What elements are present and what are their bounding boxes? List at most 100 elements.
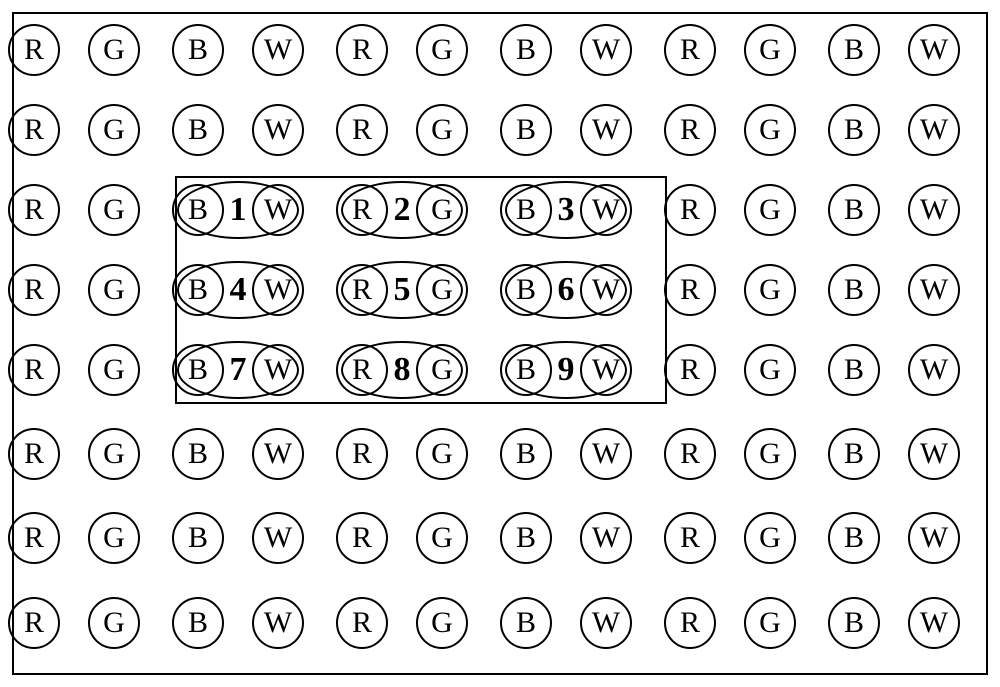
- subpixel-circle: R: [664, 597, 716, 649]
- subpixel-letter: W: [920, 113, 948, 147]
- subpixel-circle: G: [88, 184, 140, 236]
- subpixel-letter: R: [680, 353, 700, 387]
- subpixel-letter: R: [352, 33, 372, 67]
- subpixel-circle: B: [172, 512, 224, 564]
- subpixel-circle: W: [580, 512, 632, 564]
- subpixel-letter: R: [352, 437, 372, 471]
- subpixel-letter: W: [264, 521, 292, 555]
- subpixel-letter: B: [844, 606, 864, 640]
- subpixel-letter: G: [431, 521, 453, 555]
- subpixel-letter: G: [103, 437, 125, 471]
- subpixel-letter: W: [920, 437, 948, 471]
- subpixel-circle: W: [252, 512, 304, 564]
- subpixel-letter: W: [592, 606, 620, 640]
- subpixel-circle: W: [908, 597, 960, 649]
- subpixel-letter: R: [24, 193, 44, 227]
- subpixel-circle: G: [88, 104, 140, 156]
- subpixel-circle: G: [88, 428, 140, 480]
- subpixel-letter: R: [352, 113, 372, 147]
- subpixel-letter: W: [592, 113, 620, 147]
- subpixel-letter: B: [844, 193, 864, 227]
- subpixel-letter: G: [103, 113, 125, 147]
- subpixel-letter: R: [680, 437, 700, 471]
- subpixel-circle: G: [88, 344, 140, 396]
- subpixel-circle: R: [8, 597, 60, 649]
- subpixel-letter: B: [844, 273, 864, 307]
- subpixel-letter: G: [759, 193, 781, 227]
- subpixel-circle: G: [88, 512, 140, 564]
- subpixel-letter: R: [24, 273, 44, 307]
- subpixel-circle: G: [416, 24, 468, 76]
- subpixel-letter: R: [24, 113, 44, 147]
- subpixel-circle: W: [252, 428, 304, 480]
- superpixel-number: 8: [382, 350, 422, 390]
- subpixel-circle: W: [908, 264, 960, 316]
- subpixel-letter: G: [759, 606, 781, 640]
- subpixel-letter: R: [352, 606, 372, 640]
- subpixel-circle: B: [500, 512, 552, 564]
- subpixel-circle: R: [336, 24, 388, 76]
- subpixel-letter: B: [516, 113, 536, 147]
- subpixel-circle: W: [580, 104, 632, 156]
- subpixel-circle: R: [336, 512, 388, 564]
- subpixel-circle: R: [8, 264, 60, 316]
- subpixel-letter: G: [431, 33, 453, 67]
- subpixel-circle: R: [8, 344, 60, 396]
- subpixel-letter: G: [103, 273, 125, 307]
- subpixel-circle: R: [664, 512, 716, 564]
- subpixel-letter: R: [24, 353, 44, 387]
- subpixel-letter: W: [592, 437, 620, 471]
- subpixel-circle: B: [172, 104, 224, 156]
- superpixel-number: 3: [546, 190, 586, 230]
- subpixel-circle: W: [908, 512, 960, 564]
- subpixel-circle: W: [908, 24, 960, 76]
- subpixel-letter: R: [352, 521, 372, 555]
- subpixel-circle: R: [336, 597, 388, 649]
- subpixel-letter: B: [188, 33, 208, 67]
- subpixel-letter: R: [680, 521, 700, 555]
- subpixel-letter: W: [264, 437, 292, 471]
- subpixel-letter: R: [680, 33, 700, 67]
- subpixel-circle: W: [252, 24, 304, 76]
- subpixel-letter: W: [920, 33, 948, 67]
- subpixel-letter: B: [844, 113, 864, 147]
- subpixel-circle: R: [664, 104, 716, 156]
- subpixel-letter: B: [844, 437, 864, 471]
- subpixel-letter: R: [24, 33, 44, 67]
- subpixel-letter: R: [24, 606, 44, 640]
- subpixel-circle: G: [744, 344, 796, 396]
- subpixel-circle: R: [8, 24, 60, 76]
- subpixel-letter: R: [24, 437, 44, 471]
- subpixel-letter: G: [431, 606, 453, 640]
- subpixel-circle: G: [416, 597, 468, 649]
- subpixel-letter: R: [680, 193, 700, 227]
- subpixel-circle: G: [744, 512, 796, 564]
- subpixel-letter: B: [188, 113, 208, 147]
- subpixel-circle: G: [744, 104, 796, 156]
- subpixel-letter: W: [264, 113, 292, 147]
- superpixel-number: 7: [218, 350, 258, 390]
- subpixel-letter: G: [759, 353, 781, 387]
- subpixel-letter: B: [516, 33, 536, 67]
- subpixel-letter: B: [516, 437, 536, 471]
- subpixel-letter: W: [920, 273, 948, 307]
- subpixel-letter: W: [920, 193, 948, 227]
- subpixel-circle: B: [828, 344, 880, 396]
- subpixel-letter: B: [516, 606, 536, 640]
- subpixel-letter: B: [844, 521, 864, 555]
- subpixel-circle: G: [416, 428, 468, 480]
- subpixel-circle: R: [8, 104, 60, 156]
- subpixel-circle: G: [88, 597, 140, 649]
- subpixel-circle: B: [500, 428, 552, 480]
- subpixel-circle: G: [88, 264, 140, 316]
- subpixel-letter: B: [188, 521, 208, 555]
- subpixel-circle: W: [580, 597, 632, 649]
- subpixel-letter: G: [431, 437, 453, 471]
- subpixel-letter: G: [759, 33, 781, 67]
- subpixel-circle: R: [664, 344, 716, 396]
- superpixel-number: 9: [546, 350, 586, 390]
- subpixel-circle: W: [580, 24, 632, 76]
- subpixel-circle: W: [252, 104, 304, 156]
- subpixel-letter: G: [103, 193, 125, 227]
- subpixel-circle: G: [416, 104, 468, 156]
